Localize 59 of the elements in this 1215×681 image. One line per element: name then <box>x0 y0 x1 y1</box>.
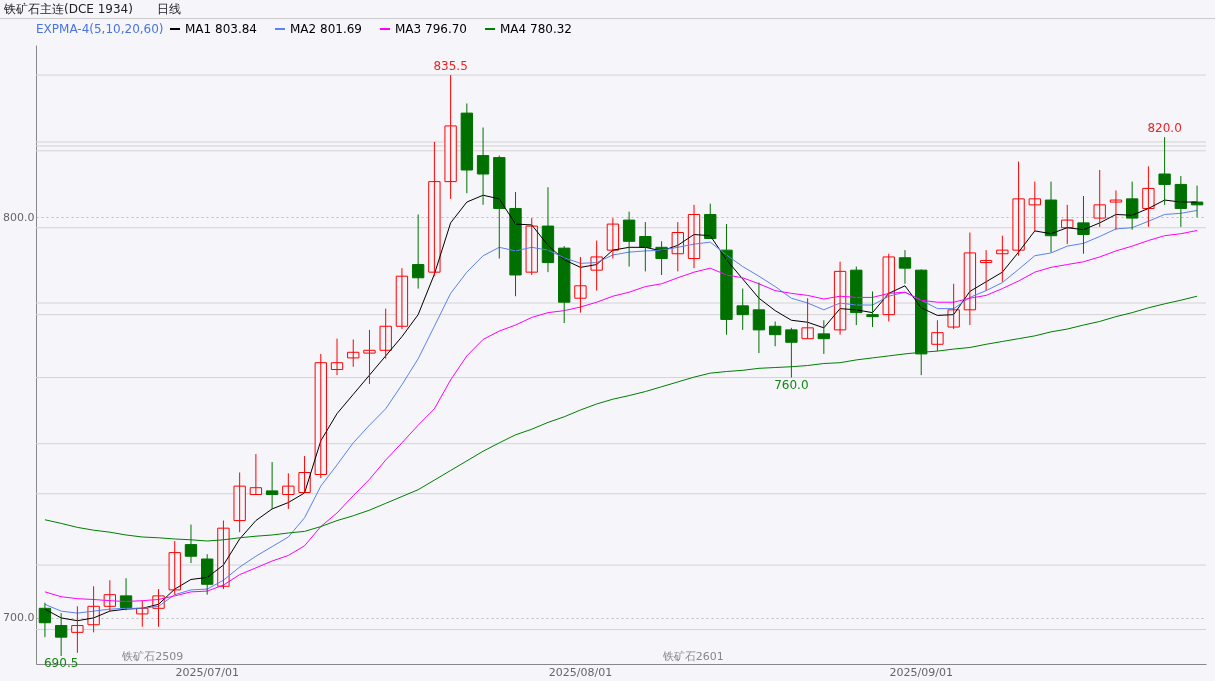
annotation: 铁矿石2601 <box>661 650 724 663</box>
candlestick <box>996 235 1009 283</box>
candlestick <box>201 553 214 596</box>
candlestick <box>168 540 181 596</box>
candlestick <box>493 155 506 260</box>
annotation: 690.5 <box>43 655 79 670</box>
annotation: 835.5 <box>433 59 468 74</box>
candlestick <box>1109 189 1123 231</box>
candlestick <box>1028 181 1041 232</box>
candlestick <box>1158 136 1171 206</box>
candlestick <box>1077 195 1090 255</box>
candlestick <box>1061 204 1074 245</box>
candlestick <box>428 141 441 277</box>
candlestick <box>785 327 798 379</box>
candlestick <box>54 612 68 657</box>
candlestick <box>801 297 814 340</box>
candlestick <box>136 600 149 628</box>
candlestick <box>704 203 717 240</box>
candlestick <box>71 605 84 654</box>
legend-label: MA1 803.84 <box>185 22 257 36</box>
candlestick <box>460 102 474 194</box>
y-tick-label: 700.0 <box>3 611 35 625</box>
annotation: 820.0 <box>1147 121 1182 136</box>
candlestick <box>1093 169 1106 228</box>
legend-label: MA3 796.70 <box>395 22 467 36</box>
candlestick <box>931 319 944 352</box>
chart-title: 铁矿石主连(DCE 1934) <box>4 2 133 16</box>
candlestick <box>347 338 360 368</box>
candlestick <box>639 221 652 272</box>
candlestick <box>915 268 928 376</box>
legend-label: MA4 780.32 <box>500 22 572 36</box>
y-tick-label: 800.0 <box>3 210 35 224</box>
candlestick <box>314 353 327 479</box>
candlestick <box>525 217 538 276</box>
candlestick <box>574 256 587 314</box>
x-tick-label: 2025/07/01 <box>175 665 239 679</box>
candlestick <box>1012 161 1025 257</box>
annotation: 760.0 <box>774 377 809 392</box>
candlestick <box>282 472 295 510</box>
candlestick <box>817 319 831 355</box>
candlestick <box>379 308 392 360</box>
candlestick <box>233 471 246 533</box>
candlestick <box>444 74 457 200</box>
x-tick-label: 2025/09/01 <box>889 665 953 679</box>
candlestick <box>882 253 895 322</box>
candlestick <box>363 329 376 385</box>
line-series <box>44 295 1198 542</box>
candlestick <box>866 290 879 328</box>
candlestick <box>509 191 522 297</box>
candlestick <box>736 288 749 331</box>
candlestick <box>1142 165 1155 228</box>
annotation: 铁矿石2509 <box>121 650 184 663</box>
x-tick-label: 2025/08/01 <box>548 665 613 679</box>
legend-label: MA2 801.69 <box>290 22 362 36</box>
chart-subtitle: 日线 <box>156 2 181 16</box>
legend-title: EXPMA-4(5,10,20,60) <box>36 22 164 36</box>
candlestick <box>558 245 571 324</box>
candlestick <box>947 283 960 330</box>
candlestick <box>720 223 733 336</box>
